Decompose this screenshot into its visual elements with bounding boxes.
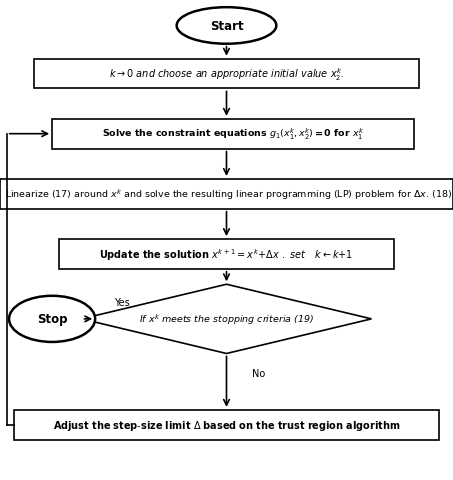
FancyBboxPatch shape bbox=[14, 410, 439, 440]
Text: Yes: Yes bbox=[115, 298, 130, 307]
Ellipse shape bbox=[9, 296, 95, 342]
Polygon shape bbox=[82, 285, 371, 354]
Text: $k\rightarrow 0$ and choose an appropriate initial value $x_2^k$.: $k\rightarrow 0$ and choose an appropria… bbox=[109, 66, 344, 83]
Text: Update the solution $x^{k+1}{=}x^k{+}\Delta x$ $\mathit{.\ set}$   $k{\leftarrow: Update the solution $x^{k+1}{=}x^k{+}\De… bbox=[99, 247, 354, 262]
FancyBboxPatch shape bbox=[0, 180, 453, 209]
FancyBboxPatch shape bbox=[59, 240, 394, 269]
FancyBboxPatch shape bbox=[52, 120, 414, 149]
Ellipse shape bbox=[177, 8, 276, 45]
Text: $\mathbf{Solve\ the\ constraint\ equations}\ g_1(x_1^k,x_2^k)\mathbf{=0\ for}\ x: $\mathbf{Solve\ the\ constraint\ equatio… bbox=[102, 127, 364, 142]
Text: No: No bbox=[251, 368, 265, 378]
Text: Linearize (17) around $x^k$ and solve the resulting linear programming (LP) prob: Linearize (17) around $x^k$ and solve th… bbox=[5, 187, 452, 202]
Text: If $x^k$ meets the stopping criteria (19): If $x^k$ meets the stopping criteria (19… bbox=[139, 312, 314, 326]
Text: Stop: Stop bbox=[37, 312, 67, 326]
Text: Start: Start bbox=[210, 20, 243, 33]
FancyBboxPatch shape bbox=[34, 60, 419, 89]
Text: $\mathbf{Adjust\ the\ step\text{-}size\ limit}\ \Delta\ \mathbf{based\ on\ the\ : $\mathbf{Adjust\ the\ step\text{-}size\ … bbox=[53, 418, 400, 432]
